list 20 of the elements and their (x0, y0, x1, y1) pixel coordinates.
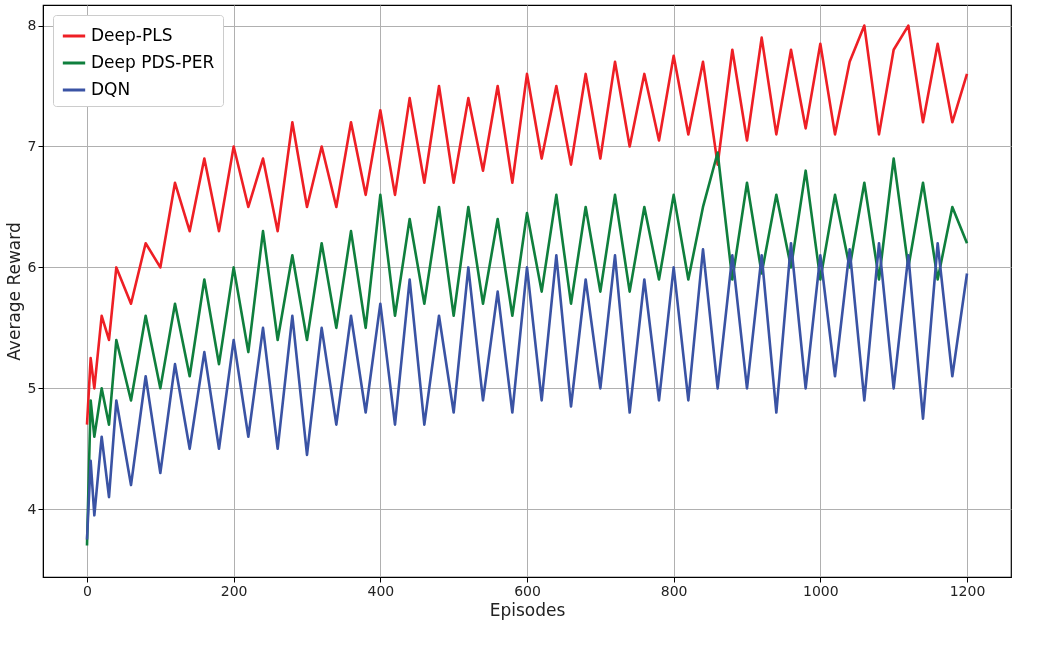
y-axis-title: Average Reward (3, 222, 24, 361)
y-tick-label: 8 (27, 17, 37, 34)
legend-label: DQN (91, 79, 131, 99)
x-tick-label: 800 (660, 582, 688, 599)
legend-label: Deep-PLS (91, 25, 173, 45)
y-tick-label: 5 (27, 379, 37, 396)
x-tick-label: 400 (367, 582, 395, 599)
line-series (85, 24, 969, 426)
legend-label: Deep PDS-PER (91, 52, 215, 72)
x-tick-label: 0 (83, 582, 92, 599)
x-tick-label: 200 (220, 582, 248, 599)
line-series (85, 241, 969, 541)
x-tick-label: 600 (514, 582, 541, 599)
x-tick-label: 1200 (949, 582, 986, 599)
y-tick-label: 7 (27, 137, 37, 154)
y-tick-label: 4 (27, 500, 37, 517)
x-tick-label: 1000 (803, 582, 839, 599)
y-tick-label: 6 (27, 258, 37, 275)
x-axis-title: Episodes (489, 599, 566, 620)
line-series (85, 151, 969, 547)
